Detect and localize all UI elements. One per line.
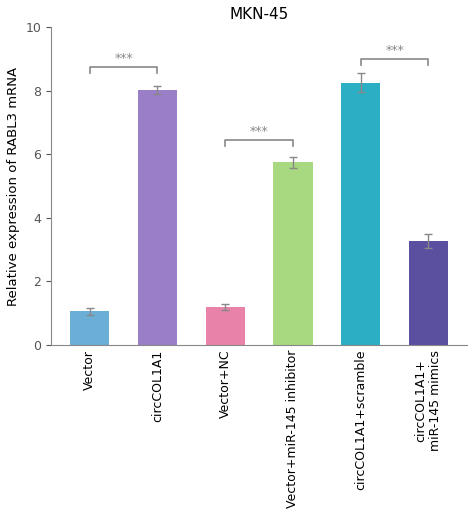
Bar [273,162,313,345]
Text: ***: *** [250,126,268,139]
Text: ***: *** [114,53,133,65]
Bar [409,241,448,345]
Bar [206,307,245,345]
Title: MKN-45: MKN-45 [229,7,289,22]
Bar [138,90,177,345]
Bar [341,83,380,345]
Bar [70,312,109,345]
Text: ***: *** [385,44,404,58]
Y-axis label: Relative expression of RABL3 mRNA: Relative expression of RABL3 mRNA [7,66,20,305]
